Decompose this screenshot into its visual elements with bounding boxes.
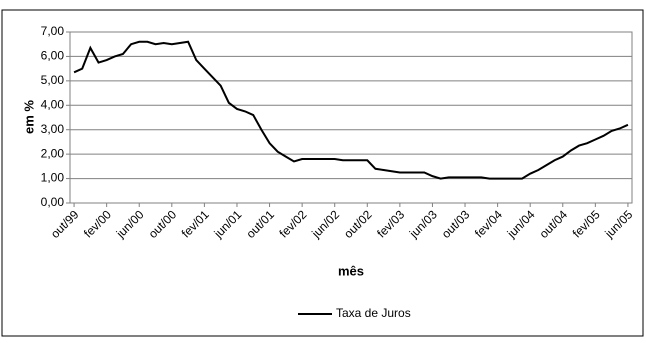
y-tick-label: 3,00 [41,122,65,136]
y-axis-title: em % [21,100,36,134]
line-series [73,40,629,180]
y-tick-label: 5,00 [41,73,65,87]
y-tick-label: 2,00 [41,146,65,160]
legend-label: Taxa de Juros [336,306,411,320]
y-tick-label: 1,00 [41,171,65,185]
x-axis-title: mês [338,263,364,278]
y-tick-label: 0,00 [41,195,65,209]
plot-area [69,31,633,204]
y-tick-label: 6,00 [41,49,65,63]
y-tick-label: 7,00 [41,24,65,38]
y-tick-label: 4,00 [41,97,65,111]
